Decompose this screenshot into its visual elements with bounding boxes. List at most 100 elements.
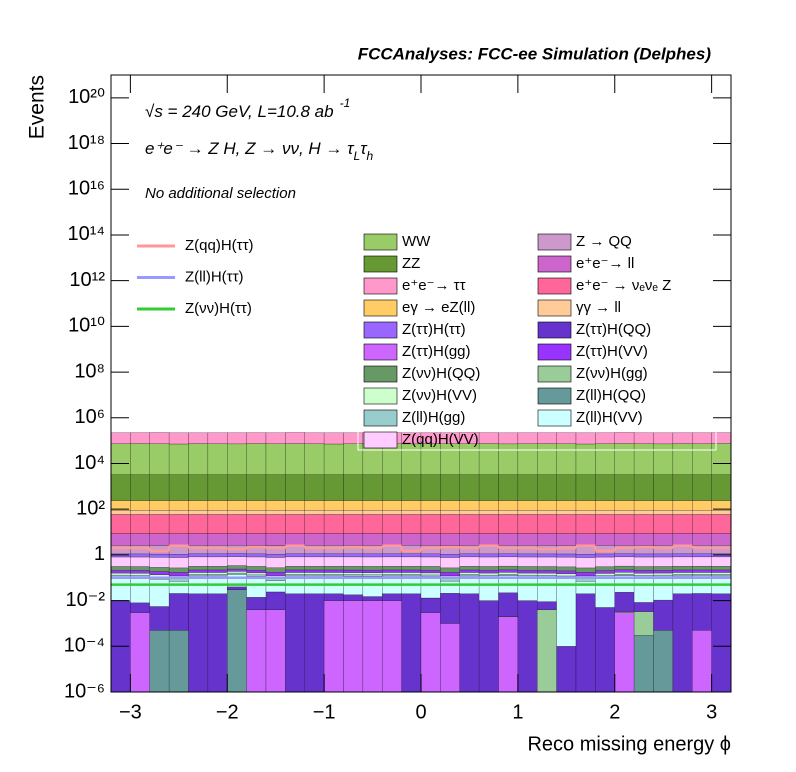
histogram-bar [440,554,460,558]
histogram-bar [595,474,615,501]
histogram-bar [130,612,150,693]
histogram-bar [110,553,131,558]
histogram-bar [478,570,499,574]
histogram-bar [304,474,325,501]
histogram-bar [149,571,170,575]
histogram-bar [614,572,635,575]
histogram-bar [246,569,267,574]
histogram-bar [420,553,441,558]
histogram-bar [595,510,615,515]
histogram-bar [382,565,402,571]
histogram-bar [711,510,732,515]
histogram-bar [575,510,596,515]
histogram-bar [517,576,538,601]
histogram-bar [168,533,189,546]
histogram-bar [168,474,189,501]
histogram-bar [285,443,305,475]
histogram-bar [478,514,499,534]
histogram-bar [653,576,674,601]
histogram-bar [168,432,189,445]
histogram-bar [653,432,674,445]
histogram-bar [633,556,654,567]
histogram-bar [130,602,150,613]
histogram-bar [575,578,596,582]
histogram-bar [246,510,267,515]
histogram-bar [227,589,247,693]
histogram-bar [343,572,364,575]
histogram-bar [614,569,635,573]
histogram-bar [633,611,654,636]
histogram-bar [653,566,674,571]
legend-label: Z → QQ [576,233,632,250]
histogram-bar [556,556,577,568]
histogram-bar [672,474,693,501]
histogram-bar [711,556,732,567]
histogram-bar [633,576,654,603]
histogram-bar [711,593,732,693]
histogram-bar [672,565,693,571]
legend-swatch [537,343,572,361]
histogram-bar [459,572,480,575]
histogram-bar [556,566,577,572]
legend-swatch [363,365,398,383]
histogram-bar [227,586,247,590]
legend-swatch [537,409,572,427]
histogram-bar [265,533,286,546]
histogram-bar [595,566,615,571]
histogram-bar [207,593,228,693]
legend-label: Z(qq)H(ττ) [185,237,254,254]
histogram-bar [614,545,635,554]
histogram-bar [692,510,712,515]
histogram-bar [323,443,344,475]
histogram-bar [401,545,422,554]
histogram-bar [168,510,189,515]
histogram-bar [323,533,344,546]
y-tick-label: 10¹⁶ [68,178,105,200]
histogram-bar [478,572,499,576]
histogram-bar [420,574,441,577]
histogram-bar [343,533,364,546]
histogram-bar [692,474,712,501]
histogram-bar [692,572,712,575]
histogram-bar [498,574,519,576]
legend-label: eγ → eZ(ll) [402,299,475,316]
histogram-bar [285,593,305,693]
legend-swatch [363,321,398,339]
histogram-bar [265,557,286,568]
histogram-bar [382,600,402,693]
histogram-bar [382,533,402,546]
histogram-bar [246,443,267,475]
histogram-bar [343,600,364,693]
histogram-bar [459,553,480,558]
histogram-bar [556,545,577,555]
histogram-bar [537,553,557,558]
histogram-bar [265,443,286,475]
histogram-bar [537,533,557,546]
histogram-bar [440,514,460,534]
histogram-bar [537,510,557,515]
histogram-bar [575,533,596,546]
histogram-bar [149,432,170,444]
histogram-bar [517,553,538,558]
histogram-bar [362,510,383,515]
y-tick-label: 10² [76,497,105,519]
histogram-bar [633,500,654,511]
histogram-bar [556,443,577,475]
histogram-bar [420,566,441,571]
histogram-bar [575,500,596,511]
histogram-bar [556,510,577,515]
histogram-bar [498,569,519,573]
histogram-bar [207,474,228,501]
histogram-bar [653,443,674,475]
x-tick-label: −2 [216,701,239,723]
histogram-bar [246,474,267,501]
histogram-bar [304,500,325,511]
histogram-bar [478,553,499,558]
histogram-bar [653,572,674,576]
histogram-bar [207,510,228,515]
legend-swatch [363,409,398,427]
legend-label: Z(ττ)H(gg) [402,343,471,360]
histogram-bar [401,500,422,511]
histogram-bar [285,514,305,534]
